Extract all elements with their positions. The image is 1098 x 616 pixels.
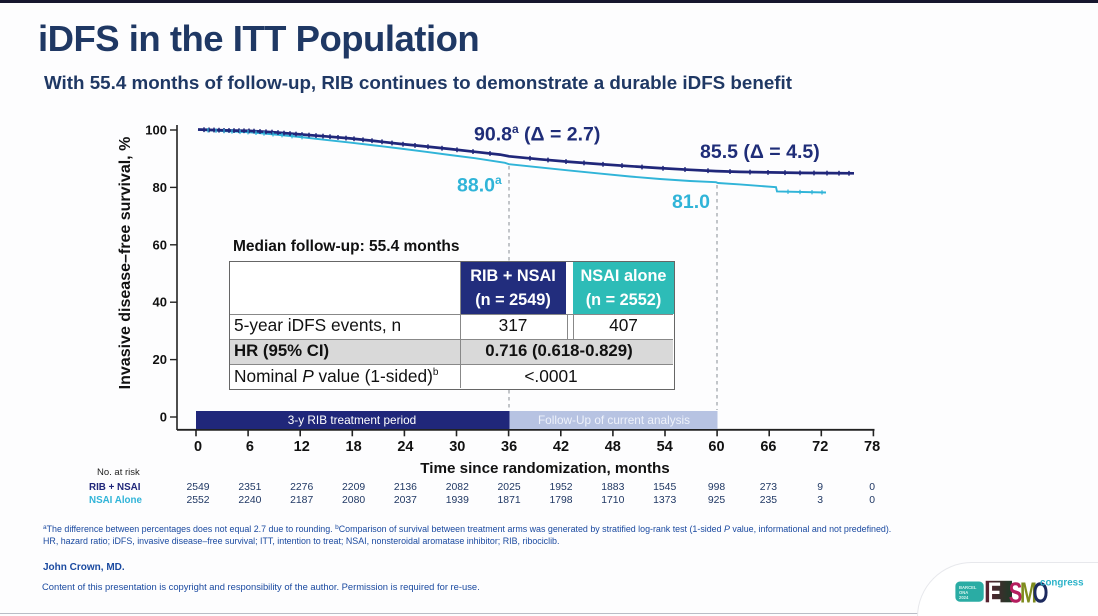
svg-text:24: 24 xyxy=(397,439,413,455)
svg-text:1373: 1373 xyxy=(653,495,676,506)
svg-text:2240: 2240 xyxy=(238,495,261,506)
svg-text:2351: 2351 xyxy=(238,482,261,493)
svg-text:1545: 1545 xyxy=(653,482,676,493)
svg-text:48: 48 xyxy=(605,439,621,455)
svg-text:0: 0 xyxy=(869,495,875,506)
svg-text:2136: 2136 xyxy=(394,482,417,493)
svg-text:235: 235 xyxy=(760,495,778,506)
svg-text:2080: 2080 xyxy=(342,495,365,506)
svg-text:1952: 1952 xyxy=(549,482,572,493)
svg-text:BARCEL: BARCEL xyxy=(959,585,977,590)
svg-text:78: 78 xyxy=(864,439,880,455)
svg-text:36: 36 xyxy=(501,439,517,455)
svg-text:12: 12 xyxy=(294,439,310,455)
svg-text:18: 18 xyxy=(346,439,362,455)
svg-text:No. at risk: No. at risk xyxy=(97,467,140,478)
svg-text:0: 0 xyxy=(869,482,875,493)
svg-text:1871: 1871 xyxy=(498,495,521,506)
svg-text:20: 20 xyxy=(153,352,167,367)
svg-text:42: 42 xyxy=(553,439,569,455)
svg-text:O: O xyxy=(1033,577,1049,609)
svg-text:0: 0 xyxy=(160,410,167,425)
svg-text:2024: 2024 xyxy=(959,595,969,600)
svg-text:2187: 2187 xyxy=(290,495,313,506)
svg-text:9: 9 xyxy=(817,482,823,493)
svg-text:E: E xyxy=(988,577,1002,609)
svg-text:40: 40 xyxy=(153,295,167,310)
svg-text:Follow-Up of current analysis: Follow-Up of current analysis xyxy=(538,413,690,427)
svg-text:2025: 2025 xyxy=(498,482,521,493)
svg-text:2082: 2082 xyxy=(446,482,469,493)
svg-text:6: 6 xyxy=(246,439,254,455)
svg-text:NSAI Alone: NSAI Alone xyxy=(89,495,143,506)
svg-text:2552: 2552 xyxy=(186,495,209,506)
svg-text:1710: 1710 xyxy=(601,495,624,506)
svg-text:1939: 1939 xyxy=(446,495,469,506)
svg-text:S: S xyxy=(1009,577,1023,609)
svg-text:60: 60 xyxy=(708,439,724,455)
svg-text:998: 998 xyxy=(708,482,726,493)
svg-text:1798: 1798 xyxy=(549,495,572,506)
svg-text:RIB + NSAI: RIB + NSAI xyxy=(89,482,141,493)
svg-text:3-y RIB treatment period: 3-y RIB treatment period xyxy=(288,413,417,427)
svg-text:2549: 2549 xyxy=(186,482,209,493)
svg-text:3: 3 xyxy=(817,495,823,506)
svg-text:72: 72 xyxy=(812,439,828,455)
svg-text:54: 54 xyxy=(657,439,673,455)
svg-text:60: 60 xyxy=(153,237,167,252)
svg-text:66: 66 xyxy=(760,439,776,455)
svg-text:M: M xyxy=(1020,577,1037,609)
svg-text:925: 925 xyxy=(708,495,726,506)
svg-text:Time since randomization, mont: Time since randomization, months xyxy=(420,460,670,477)
svg-text:0: 0 xyxy=(194,439,202,455)
svg-text:80: 80 xyxy=(153,180,167,195)
svg-text:273: 273 xyxy=(760,482,778,493)
svg-text:2276: 2276 xyxy=(290,482,313,493)
svg-text:2209: 2209 xyxy=(342,482,365,493)
svg-text:30: 30 xyxy=(449,439,465,455)
svg-text:100: 100 xyxy=(145,123,167,138)
svg-text:1883: 1883 xyxy=(601,482,624,493)
svg-text:ONA: ONA xyxy=(959,590,968,595)
svg-text:congress: congress xyxy=(1040,578,1084,589)
svg-text:2037: 2037 xyxy=(394,495,417,506)
